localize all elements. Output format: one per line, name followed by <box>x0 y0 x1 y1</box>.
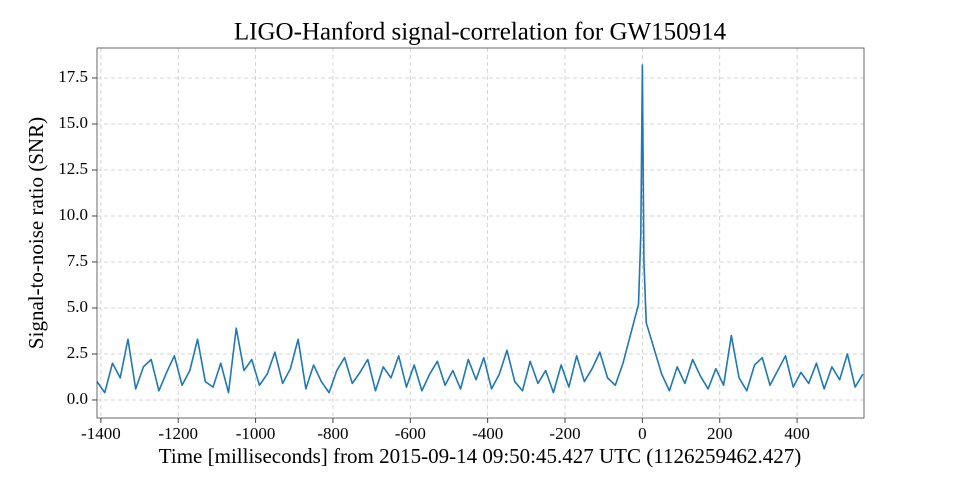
plot-frame <box>96 47 865 419</box>
x-tick-label: -1200 <box>158 424 198 443</box>
x-tick-label: -400 <box>472 424 503 443</box>
y-tick-label: 17.5 <box>58 67 88 86</box>
x-tick-label: -800 <box>317 424 348 443</box>
x-tick-label: -1000 <box>236 424 276 443</box>
x-tick-label: -200 <box>549 424 580 443</box>
y-tick-label: 5.0 <box>67 297 88 316</box>
x-tick-label: 0 <box>638 424 647 443</box>
x-tick-label: -1400 <box>81 424 121 443</box>
x-tick-label: 200 <box>707 424 733 443</box>
data-line <box>96 64 864 394</box>
x-tick-label: -600 <box>395 424 426 443</box>
x-axis-label: Time [milliseconds] from 2015-09-14 09:5… <box>159 444 801 468</box>
plot-area <box>96 64 864 394</box>
y-tick-label: 15.0 <box>58 113 88 132</box>
y-tick-label: 0.0 <box>67 389 88 408</box>
x-tick-label: 400 <box>784 424 810 443</box>
y-tick-label: 2.5 <box>67 343 88 362</box>
chart-title: LIGO-Hanford signal-correlation for GW15… <box>234 19 727 46</box>
y-tick-label: 12.5 <box>58 159 88 178</box>
grid <box>97 48 864 418</box>
y-axis-label: Signal-to-noise ratio (SNR) <box>24 117 48 349</box>
y-tick-label: 7.5 <box>67 251 88 270</box>
y-tick-label: 10.0 <box>58 205 88 224</box>
